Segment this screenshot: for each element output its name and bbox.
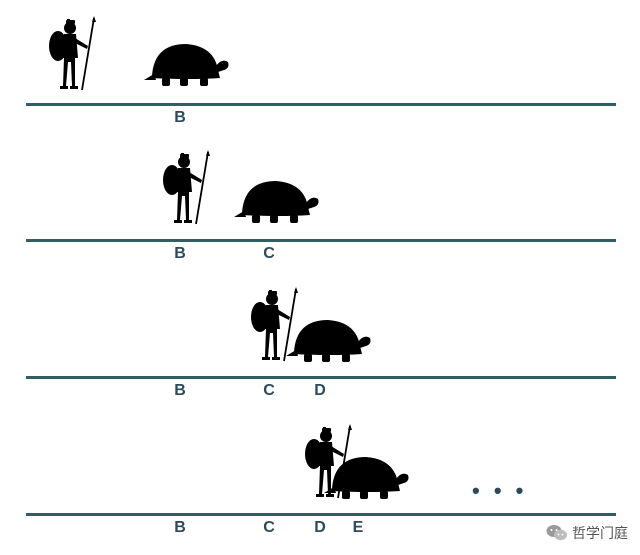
track-line-2 bbox=[26, 239, 616, 242]
point-label: E bbox=[352, 519, 364, 536]
point-label: B bbox=[174, 245, 186, 262]
track-line-4 bbox=[26, 513, 616, 516]
point-label: D bbox=[314, 382, 326, 399]
point-label: D bbox=[314, 519, 326, 536]
tortoise-silhouette-icon bbox=[144, 44, 229, 86]
track-line-3 bbox=[26, 376, 616, 379]
warrior-silhouette-icon bbox=[49, 16, 96, 91]
wechat-icon bbox=[546, 525, 567, 541]
point-label: B bbox=[174, 382, 186, 399]
point-label: B bbox=[174, 519, 186, 536]
warrior-silhouette-icon bbox=[163, 150, 210, 225]
track-line-1 bbox=[26, 103, 616, 106]
tortoise-silhouette-icon bbox=[286, 320, 371, 362]
warrior-silhouette-icon bbox=[251, 287, 298, 362]
tortoise-silhouette-icon bbox=[234, 181, 319, 223]
point-label: B bbox=[174, 109, 186, 126]
watermark-text: 哲学门庭 bbox=[572, 526, 628, 542]
ellipsis-continuation: • • • bbox=[472, 478, 528, 503]
point-label: C bbox=[263, 519, 275, 536]
tortoise-silhouette-icon bbox=[324, 457, 409, 499]
warrior-silhouette-icon bbox=[305, 424, 352, 499]
point-label: C bbox=[263, 382, 275, 399]
point-label: C bbox=[263, 245, 275, 262]
watermark: 哲学门庭 bbox=[546, 523, 628, 543]
